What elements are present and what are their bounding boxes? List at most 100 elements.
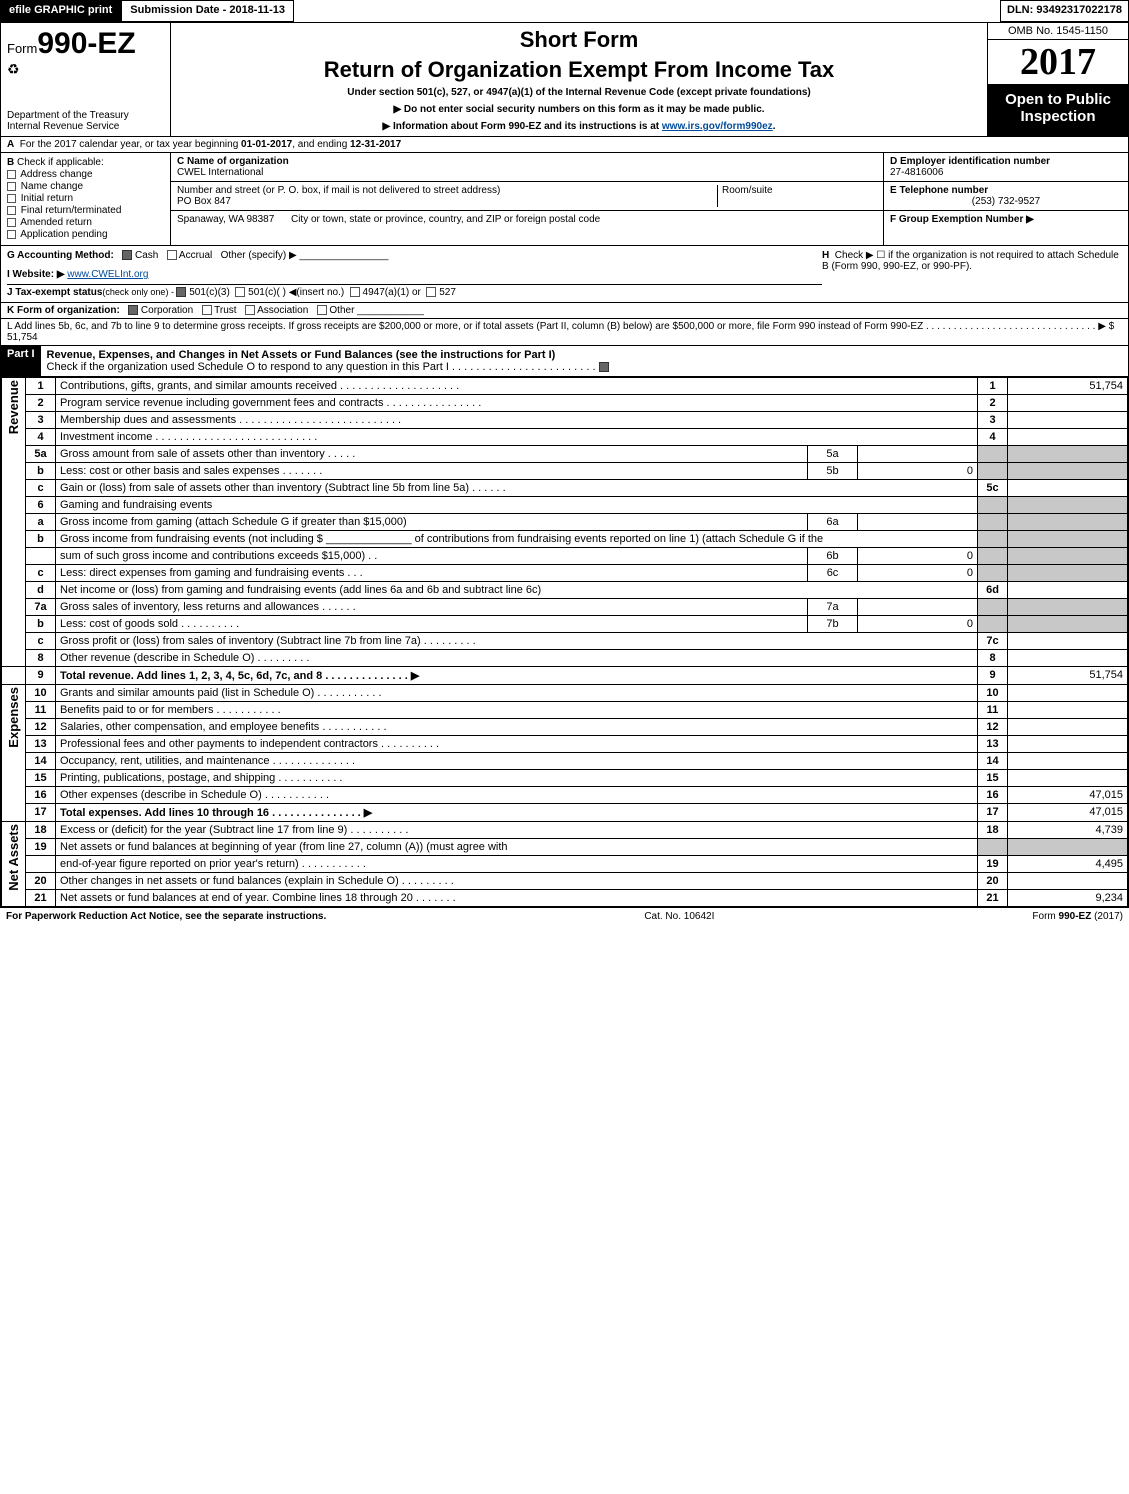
line-12-amt <box>1008 719 1128 736</box>
line-5b-num: b <box>26 463 56 480</box>
chk-trust[interactable] <box>202 305 212 315</box>
j-4947: 4947(a)(1) or <box>363 287 421 298</box>
submission-date: Submission Date - 2018-11-13 <box>121 0 294 22</box>
chk-corporation[interactable] <box>128 305 138 315</box>
line-5b-sub: 5b <box>808 463 858 480</box>
line-8-amt <box>1008 650 1128 667</box>
line-5b-sv: 0 <box>858 463 978 480</box>
line-17-amt: 47,015 <box>1008 804 1128 822</box>
line-10-num: 10 <box>26 685 56 702</box>
k-other: Other <box>329 305 354 316</box>
section-j: J Tax-exempt status(check only one) - 50… <box>7 284 822 298</box>
line-8-desc: Other revenue (describe in Schedule O) .… <box>56 650 978 667</box>
line-1-desc: Contributions, gifts, grants, and simila… <box>56 378 978 395</box>
line-17-desc: Total expenses. Add lines 10 through 16 … <box>56 804 978 822</box>
line-7b-num: b <box>26 616 56 633</box>
line-5b-desc: Less: cost or other basis and sales expe… <box>56 463 808 480</box>
line-17-num: 17 <box>26 804 56 822</box>
line-4-num: 4 <box>26 429 56 446</box>
a-end: 12-31-2017 <box>350 139 401 150</box>
section-def: D Employer identification number 27-4816… <box>883 153 1128 245</box>
chk-501c[interactable] <box>235 287 245 297</box>
chk-cash[interactable] <box>122 250 132 260</box>
chk-amended-return[interactable]: Amended return <box>7 217 164 228</box>
line-2-amt <box>1008 395 1128 412</box>
k-assoc: Association <box>257 305 308 316</box>
under-section: Under section 501(c), 527, or 4947(a)(1)… <box>181 87 977 98</box>
section-l: L Add lines 5b, 6c, and 7b to line 9 to … <box>1 319 1128 346</box>
line-18-desc: Excess or (deficit) for the year (Subtra… <box>56 822 978 839</box>
j-paren: (check only one) - <box>102 287 176 297</box>
e-phone: (253) 732-9527 <box>890 196 1122 207</box>
short-form-label: Short Form <box>181 27 977 53</box>
chk-schedule-o[interactable] <box>599 362 609 372</box>
chk-association[interactable] <box>245 305 255 315</box>
c-room-suite: Room/suite <box>717 185 877 207</box>
line-7c-desc: Gross profit or (loss) from sales of inv… <box>56 633 978 650</box>
line-11-lab: 11 <box>978 702 1008 719</box>
chk-527[interactable] <box>426 287 436 297</box>
line-19-desc: Net assets or fund balances at beginning… <box>56 839 978 856</box>
a-begin: 01-01-2017 <box>241 139 292 150</box>
line-6c-num: c <box>26 565 56 582</box>
k-label: K Form of organization: <box>7 305 120 316</box>
efile-print-button[interactable]: efile GRAPHIC print <box>0 0 121 22</box>
i-website-link[interactable]: www.CWELInt.org <box>67 269 148 280</box>
line-7a-sv <box>858 599 978 616</box>
line-2-desc: Program service revenue including govern… <box>56 395 978 412</box>
open-to-public: Open to Public Inspection <box>988 85 1128 136</box>
section-c: C Name of organization CWEL Internationa… <box>171 153 883 245</box>
line-12-num: 12 <box>26 719 56 736</box>
chk-name-change[interactable]: Name change <box>7 181 164 192</box>
line-6b-pre-num: b <box>26 531 56 548</box>
chk-501c3[interactable] <box>176 287 186 297</box>
line-21-amt: 9,234 <box>1008 890 1128 907</box>
dept-treasury: Department of the Treasury <box>7 110 164 121</box>
j-527: 527 <box>439 287 456 298</box>
dln-label: DLN: <box>1007 4 1036 16</box>
line-6b-desc: sum of such gross income and contributio… <box>56 548 808 565</box>
c-org-name: CWEL International <box>177 167 263 178</box>
line-6a-desc: Gross income from gaming (attach Schedul… <box>56 514 808 531</box>
chk-final-return-label: Final return/terminated <box>21 205 122 216</box>
line-6b-pre-desc: Gross income from fundraising events (no… <box>56 531 978 548</box>
line-7c-lab: 7c <box>978 633 1008 650</box>
form-990ez: 990-EZ <box>37 27 135 60</box>
irs-link[interactable]: www.irs.gov/form990ez <box>662 121 773 132</box>
chk-final-return[interactable]: Final return/terminated <box>7 205 164 216</box>
submission-date-label: Submission Date - <box>130 4 229 16</box>
line-21-num: 21 <box>26 890 56 907</box>
chk-4947[interactable] <box>350 287 360 297</box>
chk-other-org[interactable] <box>317 305 327 315</box>
line-4-desc: Investment income . . . . . . . . . . . … <box>56 429 978 446</box>
section-bcdef: B Check if applicable: Address change Na… <box>1 153 1128 246</box>
line-9-lab: 9 <box>978 667 1008 685</box>
line-7a-desc: Gross sales of inventory, less returns a… <box>56 599 808 616</box>
line-6-num: 6 <box>26 497 56 514</box>
dln-value: 93492317022178 <box>1036 4 1122 16</box>
part-i-title: Revenue, Expenses, and Changes in Net As… <box>47 349 556 361</box>
footer-right-bold: 990-EZ <box>1059 911 1092 922</box>
line-5c-desc: Gain or (loss) from sale of assets other… <box>56 480 978 497</box>
line-11-num: 11 <box>26 702 56 719</box>
line-20-num: 20 <box>26 873 56 890</box>
section-i: I Website: ▶ www.CWELInt.org <box>7 269 822 280</box>
line-7b-sv: 0 <box>858 616 978 633</box>
form-title: Return of Organization Exempt From Incom… <box>181 57 977 83</box>
section-a: A For the 2017 calendar year, or tax yea… <box>1 137 1128 153</box>
line-4-amt <box>1008 429 1128 446</box>
chk-address-change[interactable]: Address change <box>7 169 164 180</box>
footer-right-post: (2017) <box>1091 911 1123 922</box>
line-15-amt <box>1008 770 1128 787</box>
line-21-desc: Net assets or fund balances at end of ye… <box>56 890 978 907</box>
c-addr: PO Box 847 <box>177 196 231 207</box>
form-prefix: Form <box>7 41 37 56</box>
k-corp: Corporation <box>141 305 193 316</box>
chk-initial-return[interactable]: Initial return <box>7 193 164 204</box>
chk-application-pending[interactable]: Application pending <box>7 229 164 240</box>
line-18-num: 18 <box>26 822 56 839</box>
section-h: H Check ▶ ☐ if the organization is not r… <box>822 250 1122 298</box>
chk-amended-return-label: Amended return <box>20 217 92 228</box>
line-20-desc: Other changes in net assets or fund bala… <box>56 873 978 890</box>
chk-accrual[interactable] <box>167 250 177 260</box>
